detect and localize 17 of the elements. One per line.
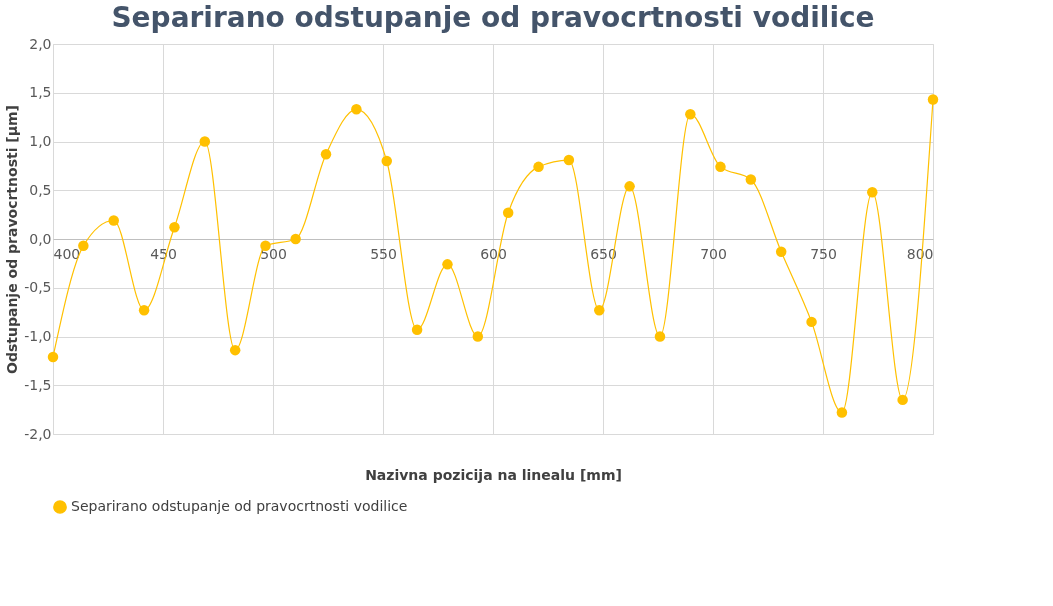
y-tick-label: -0,5: [24, 279, 52, 296]
x-tick-label: 700: [700, 245, 727, 262]
y-tick-label: 2,0: [29, 35, 52, 52]
y-tick-label: 0,5: [29, 181, 52, 198]
y-tick-label: 0,0: [29, 230, 52, 247]
x-axis-title: Nazivna pozicija na linealu [mm]: [365, 466, 622, 483]
x-tick-label: 750: [810, 245, 837, 262]
x-tick-label: 550: [370, 245, 397, 262]
y-axis-title: Odstupanje od pravocrtnosti [µm]: [4, 104, 21, 375]
x-tick-label: 400: [53, 245, 81, 262]
y-tick-label: -1,0: [24, 328, 52, 344]
y-tick-label: -2,0: [24, 425, 52, 442]
y-tick-label: -1,5: [24, 376, 52, 393]
y-tick-label: 1,5: [29, 84, 52, 101]
legend-label: Separirano odstupanje od pravocrtnosti vodilice: [71, 498, 408, 514]
chart-title: Separirano odstupanje od pravocrtnosti vodilice: [111, 1, 875, 34]
y-tick-label: 1,0: [29, 133, 52, 149]
